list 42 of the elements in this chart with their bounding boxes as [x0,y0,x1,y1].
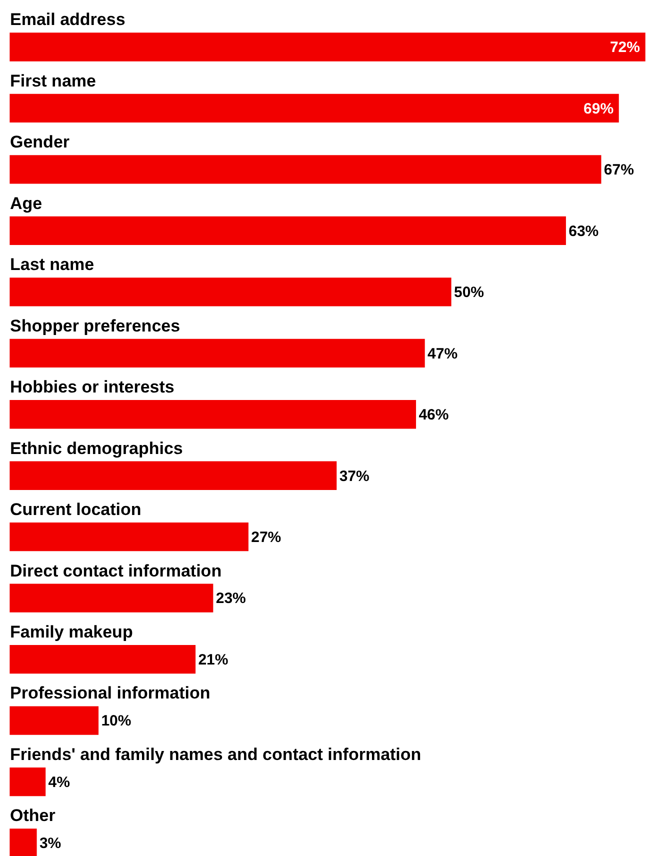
bar [10,155,602,184]
bar [10,461,337,490]
bar [10,522,248,552]
data-label: 69% [584,100,614,118]
data-label: 3% [39,835,62,852]
data-label: 37% [339,468,370,485]
y-tick-label: Email address [10,10,126,30]
y-tick-label: Current location [10,500,142,520]
y-tick-label: Ethnic demographics [10,438,183,458]
data-label: 4% [48,774,70,791]
y-tick-label: Hobbies or interests [10,378,174,397]
bar [10,828,37,856]
y-tick-label: Friends' and family names and contact information [10,744,422,764]
data-label: 46% [418,406,449,424]
bar [10,94,619,123]
y-tick-label: First name [10,71,96,90]
y-tick-label: Other [10,806,56,826]
y-tick-label: Last name [10,255,94,274]
y-tick-label: Professional information [10,684,210,703]
bar [10,644,196,674]
data-label: 47% [428,345,458,362]
y-tick-label: Age [10,194,42,213]
data-label: 27% [251,528,282,546]
y-tick-label: Direct contact information [10,561,222,580]
data-label: 21% [198,651,228,668]
data-label: 23% [216,590,246,608]
bar [10,338,425,368]
y-tick-label: Shopper preferences [10,316,180,336]
data-label: 63% [568,222,599,240]
bar [10,216,566,246]
bar [10,706,99,735]
data-label: 72% [610,39,640,56]
bar [10,400,416,429]
data-label: 67% [604,162,634,179]
bar [10,767,46,796]
y-tick-label: Gender [10,132,70,152]
data-label: 50% [454,284,484,302]
bar [10,278,452,306]
bar [10,584,214,612]
bar [10,32,646,62]
data-label: 10% [101,712,132,730]
y-tick-label: Family makeup [10,622,133,642]
